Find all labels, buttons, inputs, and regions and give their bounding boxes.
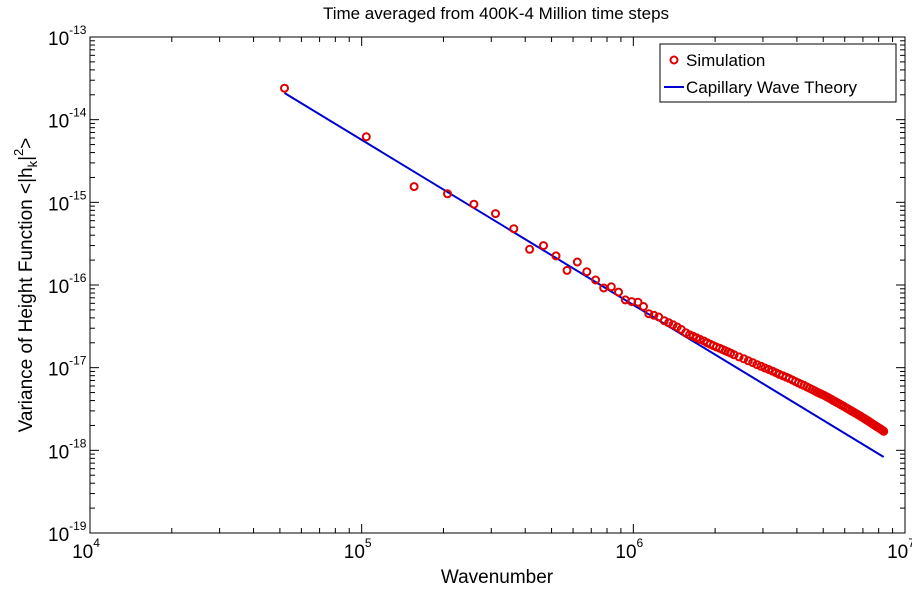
simulation-point xyxy=(591,275,601,285)
simulation-point xyxy=(572,257,582,267)
y-tick-label-base: 10 xyxy=(48,277,69,298)
y-tick-label-base: 10 xyxy=(48,194,69,215)
legend-label-simulation: Simulation xyxy=(686,51,765,70)
axes-frame xyxy=(89,36,906,534)
y-axis-label: Variance of Height Function <|hk|2> xyxy=(11,138,40,433)
simulation-point xyxy=(539,241,548,251)
simulation-point xyxy=(606,282,616,292)
simulation-point xyxy=(582,267,592,277)
x-tick-label: 107 xyxy=(887,536,912,563)
x-tick-label-exp: 5 xyxy=(365,536,372,550)
y-tick-label: 10-15 xyxy=(48,188,87,215)
y-tick-label-base: 10 xyxy=(48,29,69,50)
simulation-point xyxy=(409,182,419,192)
y-tick-label-base: 10 xyxy=(48,442,69,463)
x-tick-label: 105 xyxy=(344,536,372,563)
y-tick-label-exp: -13 xyxy=(69,23,87,37)
legend-marker-simulation xyxy=(669,55,679,65)
legend-box xyxy=(659,43,897,103)
legend: Simulation Capillary Wave Theory xyxy=(659,43,897,103)
simulation-point xyxy=(551,251,561,261)
x-tick-label-base: 10 xyxy=(344,542,365,563)
simulation-point xyxy=(361,132,371,142)
simulation-point xyxy=(649,310,659,320)
simulation-point xyxy=(644,309,654,319)
x-tick-label-base: 10 xyxy=(72,542,93,563)
y-axis-label-sub: k xyxy=(25,160,40,167)
series-layer xyxy=(280,83,889,458)
y-tick-label-base: 10 xyxy=(48,360,69,381)
y-tick-label-exp: -14 xyxy=(69,106,87,120)
y-tick-label-exp: -19 xyxy=(69,519,87,533)
x-tick-label: 104 xyxy=(72,536,100,563)
simulation-point xyxy=(280,83,289,93)
simulation-point xyxy=(469,199,479,209)
x-tick-label-exp: 7 xyxy=(908,536,912,550)
simulation-point xyxy=(443,189,452,199)
y-tick-label-exp: -18 xyxy=(69,436,87,450)
y-tick-label: 10-18 xyxy=(48,436,87,463)
y-axis-label-after-sub: | xyxy=(16,156,37,161)
simulation-point xyxy=(525,244,535,254)
x-axis-ticks: 104 105 106 107 xyxy=(72,37,912,563)
y-tick-label-base: 10 xyxy=(48,112,69,133)
legend-label-theory: Capillary Wave Theory xyxy=(686,78,858,97)
x-tick-label-base: 10 xyxy=(887,542,908,563)
simulation-point xyxy=(659,316,669,326)
chart-title: Time averaged from 400K-4 Million time s… xyxy=(323,4,669,23)
plot-area: 104 105 106 107 10-1910-1810-1710-1610-1510… xyxy=(48,23,912,563)
simulation-point xyxy=(639,302,648,311)
simulation-point xyxy=(734,352,744,362)
simulation-point xyxy=(729,350,739,360)
y-tick-label: 10-14 xyxy=(48,106,87,133)
simulation-point xyxy=(739,354,749,364)
y-tick-label: 10-13 xyxy=(48,23,87,50)
simulation-point xyxy=(664,318,674,328)
simulation-point xyxy=(562,265,572,275)
y-axis-label-main: Variance of Height Function <|h xyxy=(16,167,37,432)
x-axis-label: Wavenumber xyxy=(441,567,554,588)
y-tick-label-exp: -17 xyxy=(69,354,87,368)
simulation-point xyxy=(614,287,623,297)
y-tick-label: 10-19 xyxy=(48,519,87,546)
simulation-point xyxy=(633,297,643,307)
simulation-point xyxy=(743,356,753,366)
simulation-point xyxy=(509,224,519,234)
simulation-point xyxy=(879,426,889,436)
y-axis-label-sup: 2 xyxy=(11,149,26,156)
y-tick-label-base: 10 xyxy=(48,525,69,546)
y-tick-label: 10-17 xyxy=(48,354,87,381)
x-tick-label: 106 xyxy=(615,536,643,563)
y-tick-label: 10-16 xyxy=(48,271,87,298)
y-axis-label-end: > xyxy=(16,138,37,149)
y-tick-label-exp: -15 xyxy=(69,188,87,202)
x-tick-label-exp: 6 xyxy=(637,536,644,550)
simulation-point xyxy=(491,209,500,219)
x-tick-label-exp: 4 xyxy=(93,536,100,550)
x-tick-label-base: 10 xyxy=(615,542,636,563)
y-tick-label-exp: -16 xyxy=(69,271,87,285)
